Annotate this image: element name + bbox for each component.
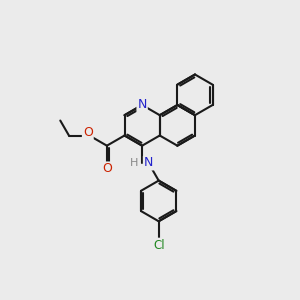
Text: N: N (144, 157, 153, 169)
Text: H: H (130, 158, 138, 168)
Text: O: O (102, 162, 112, 176)
Text: Cl: Cl (153, 238, 164, 252)
Text: O: O (83, 126, 93, 139)
Text: N: N (137, 98, 147, 112)
